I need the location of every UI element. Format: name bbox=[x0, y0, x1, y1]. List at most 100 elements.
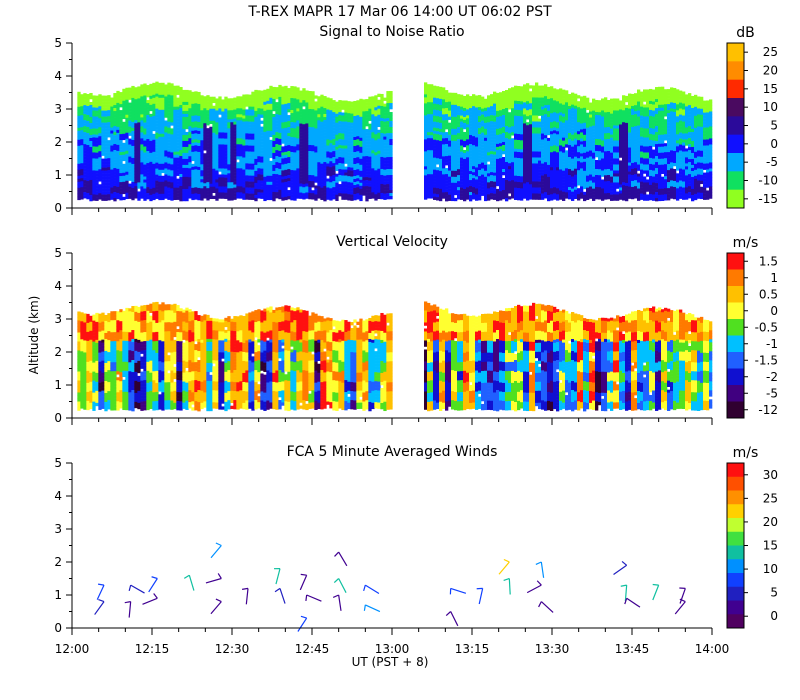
heatmap-cell bbox=[125, 126, 129, 131]
heatmap-cell bbox=[185, 92, 189, 97]
heatmap-cell bbox=[427, 114, 431, 118]
heatmap-cell bbox=[89, 110, 93, 115]
heatmap-cell bbox=[308, 186, 312, 191]
heatmap-cell bbox=[236, 135, 240, 139]
heatmap-cell bbox=[89, 143, 93, 148]
heatmap-cell bbox=[116, 195, 120, 200]
heatmap-cell bbox=[466, 163, 470, 167]
heatmap-cell bbox=[332, 142, 336, 146]
heatmap-cell bbox=[466, 109, 470, 113]
heatmap-cell bbox=[475, 116, 479, 120]
heatmap-cell bbox=[218, 180, 222, 184]
heatmap-cell bbox=[101, 116, 105, 120]
heatmap-cell bbox=[101, 152, 105, 156]
heatmap-cell bbox=[131, 112, 135, 117]
heatmap-cell bbox=[161, 88, 165, 93]
heatmap-cell bbox=[275, 162, 279, 166]
heatmap-cell bbox=[89, 161, 93, 166]
heatmap-cell bbox=[475, 167, 479, 171]
heatmap-cell bbox=[239, 123, 243, 127]
heatmap-cell bbox=[107, 155, 111, 159]
heatmap-cell bbox=[185, 149, 189, 154]
heatmap-cell bbox=[511, 105, 515, 109]
heatmap-cell bbox=[323, 96, 327, 100]
heatmap-cell bbox=[332, 190, 336, 194]
heatmap-cell bbox=[439, 167, 443, 172]
heatmap-cell bbox=[155, 141, 159, 145]
heatmap-cell bbox=[529, 127, 533, 131]
heatmap-cell bbox=[293, 107, 297, 111]
heatmap-cell bbox=[149, 155, 153, 160]
heatmap-cell bbox=[125, 102, 129, 107]
heatmap-cell bbox=[335, 158, 339, 162]
heatmap-cell bbox=[472, 160, 476, 164]
heatmap-cell bbox=[281, 107, 285, 111]
heatmap-cell bbox=[493, 124, 497, 128]
heatmap-cell bbox=[86, 136, 90, 140]
heatmap-cell bbox=[520, 110, 524, 114]
heatmap-cell bbox=[251, 169, 255, 173]
heatmap-cell bbox=[203, 126, 207, 130]
heatmap-cell bbox=[445, 117, 449, 121]
heatmap-cell bbox=[266, 145, 270, 150]
heatmap-cell bbox=[326, 145, 330, 149]
heatmap-cell bbox=[451, 116, 455, 121]
heatmap-cell bbox=[326, 118, 330, 122]
heatmap-cell bbox=[347, 131, 351, 135]
heatmap-cell bbox=[287, 106, 291, 110]
heatmap-cell bbox=[445, 141, 449, 145]
heatmap-cell bbox=[332, 151, 336, 155]
heatmap-cell bbox=[517, 185, 521, 189]
heatmap-cell bbox=[197, 190, 201, 195]
heatmap-cell bbox=[149, 128, 153, 133]
heatmap-cell bbox=[251, 109, 255, 113]
heatmap-cell bbox=[371, 183, 375, 187]
heatmap-cell bbox=[110, 178, 114, 182]
heatmap-cell bbox=[338, 121, 342, 125]
heatmap-cell bbox=[173, 91, 177, 96]
heatmap-cell bbox=[170, 134, 174, 138]
heatmap-cell bbox=[140, 123, 144, 127]
heatmap-cell bbox=[125, 192, 129, 197]
heatmap-cell bbox=[137, 176, 141, 180]
heatmap-cell bbox=[170, 176, 174, 180]
heatmap-cell bbox=[311, 97, 315, 101]
heatmap-cell bbox=[110, 100, 114, 104]
heatmap-cell bbox=[344, 136, 348, 140]
heatmap-cell bbox=[338, 154, 342, 158]
heatmap-cell bbox=[380, 99, 384, 104]
heatmap-cell bbox=[230, 197, 234, 201]
heatmap-cell bbox=[215, 143, 219, 147]
heatmap-cell bbox=[526, 137, 530, 141]
heatmap-cell bbox=[424, 133, 428, 137]
heatmap-cell bbox=[469, 102, 473, 106]
heatmap-cell bbox=[424, 184, 428, 188]
heatmap-cell bbox=[254, 125, 258, 130]
heatmap-cell bbox=[526, 110, 530, 114]
heatmap-cell bbox=[227, 173, 231, 177]
heatmap-cell bbox=[245, 175, 249, 179]
heatmap-cell bbox=[260, 189, 264, 193]
heatmap-cell bbox=[475, 143, 479, 147]
heatmap-cell bbox=[170, 131, 174, 135]
heatmap-cell bbox=[284, 193, 288, 198]
heatmap-cell bbox=[113, 168, 117, 172]
heatmap-cell bbox=[308, 168, 312, 173]
heatmap-cell bbox=[493, 157, 497, 161]
heatmap-cell bbox=[454, 134, 458, 139]
heatmap-cell bbox=[260, 186, 264, 190]
heatmap-cell bbox=[281, 170, 285, 174]
heatmap-cell bbox=[128, 105, 132, 109]
heatmap-cell bbox=[320, 118, 324, 122]
heatmap-cell bbox=[206, 197, 210, 201]
heatmap-cell bbox=[245, 166, 249, 170]
heatmap-cell bbox=[80, 133, 84, 137]
heatmap-cell bbox=[490, 124, 494, 128]
heatmap-cell bbox=[356, 142, 360, 146]
heatmap-cell bbox=[314, 131, 318, 135]
heatmap-cell bbox=[359, 134, 363, 139]
heatmap-cell bbox=[101, 119, 105, 123]
heatmap-cell bbox=[359, 197, 363, 202]
heatmap-cell bbox=[371, 165, 375, 169]
heatmap-cell bbox=[287, 130, 291, 134]
